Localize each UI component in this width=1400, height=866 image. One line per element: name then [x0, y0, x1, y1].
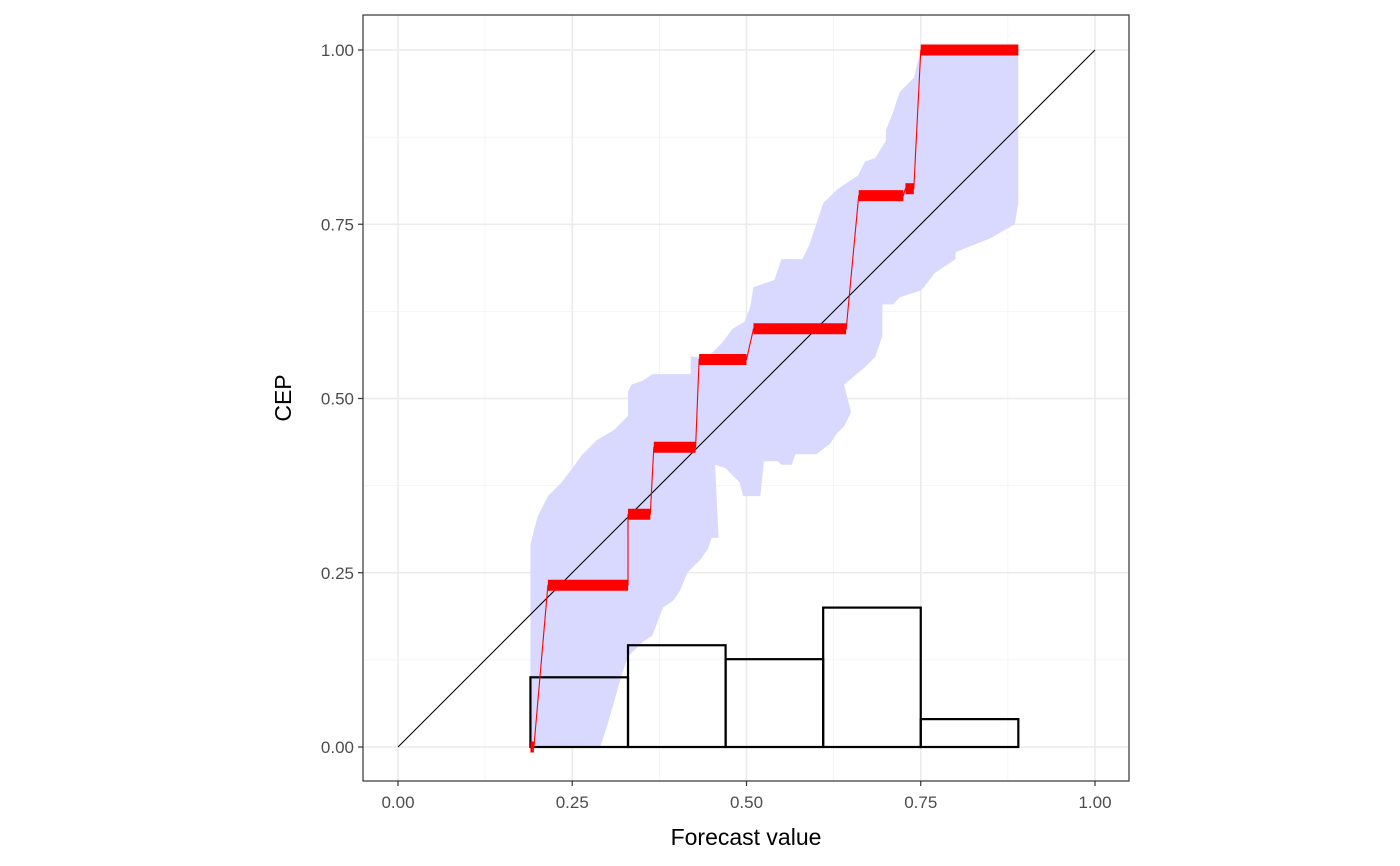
histogram-bar	[919, 718, 1020, 749]
axis-ticks	[358, 49, 1096, 786]
y-tick-label: 0.25	[321, 564, 354, 583]
diagonal-reference-line	[397, 49, 1096, 748]
histogram-bar	[626, 644, 727, 749]
diagonal-layer	[397, 49, 1096, 748]
histogram-bar	[724, 658, 825, 749]
histogram-bar	[822, 606, 922, 749]
x-tick-label: 0.50	[730, 793, 763, 812]
y-axis-title: CEP	[270, 374, 296, 421]
x-tick-label: 0.25	[556, 793, 589, 812]
tick-labels: 0.00 0.25 0.50 0.75 1.00 0.00 0.25 0.50 0.75 1.00	[321, 41, 1112, 812]
y-tick-label: 0.00	[321, 738, 354, 757]
y-tick-label: 1.00	[321, 41, 354, 60]
confidence-band-layer	[530, 50, 1019, 747]
y-tick-label: 0.75	[321, 215, 354, 234]
confidence-band	[530, 50, 1019, 747]
y-tick-label: 0.50	[321, 390, 354, 409]
x-tick-label: 0.75	[904, 793, 937, 812]
x-tick-label: 0.00	[381, 793, 414, 812]
histogram-layer	[529, 606, 1020, 749]
x-axis-title: Forecast value	[671, 824, 822, 850]
x-tick-label: 1.00	[1078, 793, 1111, 812]
cep-line-layer	[530, 44, 1019, 753]
